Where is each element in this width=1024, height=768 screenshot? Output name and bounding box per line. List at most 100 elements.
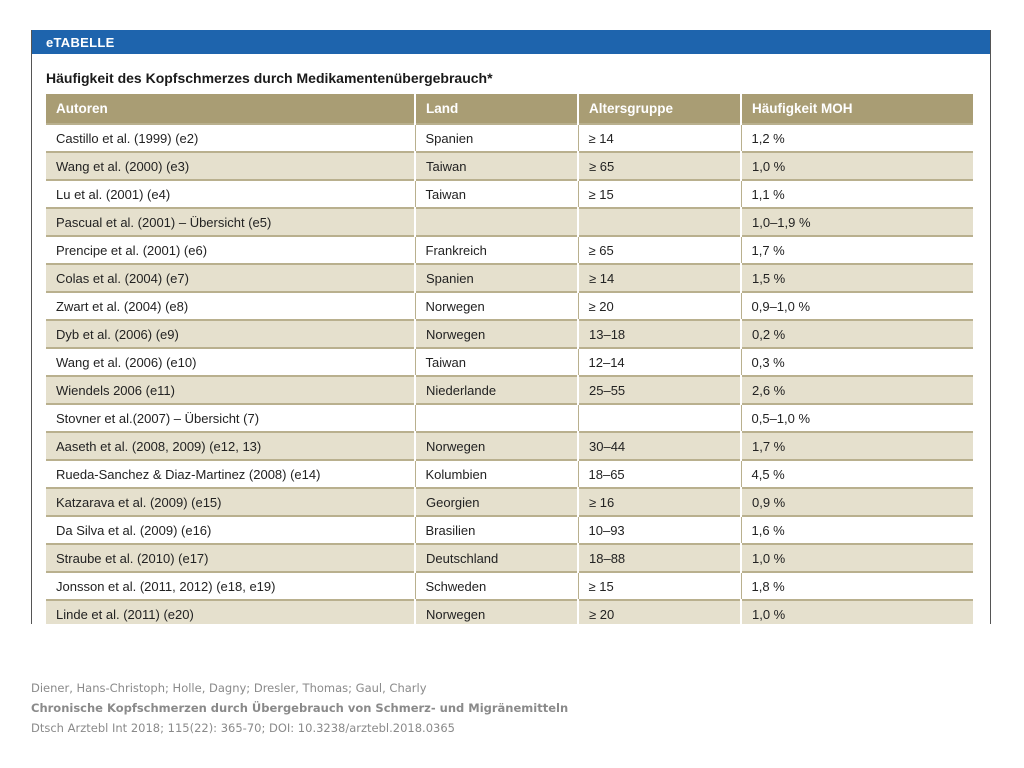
table-row: Prencipe et al. (2001) (e6) Frankreich ≥ 6… [46, 235, 973, 264]
cell-land: Brasilien [415, 515, 579, 544]
cell-altersgruppe: ≥ 16 [578, 487, 742, 516]
cell-autoren: Lu et al. (2001) (e4) [46, 179, 416, 208]
cell-autoren: Zwart et al. (2004) (e8) [46, 291, 416, 320]
table-row: Dyb et al. (2006) (e9) Norwegen 13–18 0,2 % [46, 319, 973, 348]
cell-land: Schweden [415, 571, 579, 600]
cell-altersgruppe: 30–44 [578, 431, 742, 460]
cell-altersgruppe: ≥ 65 [578, 151, 742, 180]
cell-haeufigkeit: 1,0 % [741, 151, 973, 180]
cell-altersgruppe: ≥ 15 [578, 179, 742, 208]
cell-haeufigkeit: 1,7 % [741, 235, 973, 264]
etabelle-banner: eTABELLE [32, 30, 990, 54]
cell-land: Norwegen [415, 431, 579, 460]
table-row: Castillo et al. (1999) (e2) Spanien ≥ 14 1,… [46, 123, 973, 152]
cell-haeufigkeit: 0,9–1,0 % [741, 291, 973, 320]
cell-altersgruppe: 10–93 [578, 515, 742, 544]
table-row: Da Silva et al. (2009) (e16) Brasilien 10–… [46, 515, 973, 544]
table-row: Pascual et al. (2001) – Übersicht (e5) 1,… [46, 207, 973, 236]
cell-haeufigkeit: 1,1 % [741, 179, 973, 208]
cell-land: Taiwan [415, 179, 579, 208]
cell-haeufigkeit: 1,0–1,9 % [741, 207, 973, 236]
cell-autoren: Wang et al. (2000) (e3) [46, 151, 416, 180]
cell-haeufigkeit: 1,2 % [741, 123, 973, 152]
citation-block: Diener, Hans-Christoph; Holle, Dagny; Dr… [31, 678, 568, 738]
cell-land: Norwegen [415, 599, 579, 624]
column-header-haeufigkeit: Häufigkeit MOH [741, 94, 973, 124]
cell-haeufigkeit: 4,5 % [741, 459, 973, 488]
cell-land: Deutschland [415, 543, 579, 572]
cell-land: Spanien [415, 263, 579, 292]
cell-autoren: Prencipe et al. (2001) (e6) [46, 235, 416, 264]
cell-altersgruppe: 18–88 [578, 543, 742, 572]
cell-haeufigkeit: 0,9 % [741, 487, 973, 516]
cell-haeufigkeit: 1,0 % [741, 599, 973, 624]
cell-land: Kolumbien [415, 459, 579, 488]
citation-source: Dtsch Arztebl Int 2018; 115(22): 365-70;… [31, 721, 455, 735]
column-header-altersgruppe: Altersgruppe [578, 94, 742, 124]
cell-haeufigkeit: 0,3 % [741, 347, 973, 376]
cell-land: Taiwan [415, 151, 579, 180]
cell-altersgruppe: 12–14 [578, 347, 742, 376]
cell-land: Spanien [415, 123, 579, 152]
cell-altersgruppe: ≥ 14 [578, 123, 742, 152]
cell-altersgruppe: 25–55 [578, 375, 742, 404]
column-header-autoren: Autoren [46, 94, 416, 124]
cell-altersgruppe [578, 207, 742, 236]
cell-land: Frankreich [415, 235, 579, 264]
table-row: Straube et al. (2010) (e17) Deutschland 18… [46, 543, 973, 572]
cell-altersgruppe: ≥ 14 [578, 263, 742, 292]
cell-autoren: Wang et al. (2006) (e10) [46, 347, 416, 376]
cell-autoren: Rueda-Sanchez & Diaz-Martinez (2008) (e1… [46, 459, 416, 488]
column-header-land: Land [415, 94, 579, 124]
cell-land: Norwegen [415, 291, 579, 320]
cell-autoren: Aaseth et al. (2008, 2009) (e12, 13) [46, 431, 416, 460]
citation-title: Chronische Kopfschmerzen durch Übergebra… [31, 701, 569, 715]
cell-altersgruppe [578, 403, 742, 432]
table-row: Colas et al. (2004) (e7) Spanien ≥ 14 1,5 % [46, 263, 973, 292]
cell-autoren: Wiendels 2006 (e11) [46, 375, 416, 404]
cell-land: Norwegen [415, 319, 579, 348]
cell-land: Niederlande [415, 375, 579, 404]
moh-frequency-table: Autoren Land Altersgruppe Häufigkeit MOH… [46, 94, 973, 624]
cell-haeufigkeit: 0,5–1,0 % [741, 403, 973, 432]
table-row: Linde et al. (2011) (e20) Norwegen ≥ 20 1,0… [46, 599, 973, 624]
cell-autoren: Stovner et al.(2007) – Übersicht (7) [46, 403, 416, 432]
cell-haeufigkeit: 1,5 % [741, 263, 973, 292]
cell-land: Georgien [415, 487, 579, 516]
cell-altersgruppe: 13–18 [578, 319, 742, 348]
cell-altersgruppe: ≥ 65 [578, 235, 742, 264]
cell-autoren: Castillo et al. (1999) (e2) [46, 123, 416, 152]
cell-land [415, 403, 579, 432]
table-row: Katzarava et al. (2009) (e15) Georgien ≥ 1… [46, 487, 973, 516]
cell-haeufigkeit: 1,0 % [741, 543, 973, 572]
cell-haeufigkeit: 2,6 % [741, 375, 973, 404]
cell-autoren: Dyb et al. (2006) (e9) [46, 319, 416, 348]
cell-autoren: Colas et al. (2004) (e7) [46, 263, 416, 292]
table-row: Wang et al. (2000) (e3) Taiwan ≥ 65 1,0 % [46, 151, 973, 180]
etabelle-panel: eTABELLE Häufigkeit des Kopfschmerzes du… [31, 30, 991, 624]
cell-autoren: Da Silva et al. (2009) (e16) [46, 515, 416, 544]
table-header-row: Autoren Land Altersgruppe Häufigkeit MOH [46, 94, 973, 124]
cell-altersgruppe: 18–65 [578, 459, 742, 488]
cell-autoren: Katzarava et al. (2009) (e15) [46, 487, 416, 516]
table-row: Wang et al. (2006) (e10) Taiwan 12–14 0,3 % [46, 347, 973, 376]
cell-altersgruppe: ≥ 15 [578, 571, 742, 600]
cell-altersgruppe: ≥ 20 [578, 599, 742, 624]
table-row: Zwart et al. (2004) (e8) Norwegen ≥ 20 0,9–… [46, 291, 973, 320]
cell-autoren: Jonsson et al. (2011, 2012) (e18, e19) [46, 571, 416, 600]
table-row: Wiendels 2006 (e11) Niederlande 25–55 2,6 % [46, 375, 973, 404]
cell-altersgruppe: ≥ 20 [578, 291, 742, 320]
cell-haeufigkeit: 1,7 % [741, 431, 973, 460]
cell-haeufigkeit: 1,8 % [741, 571, 973, 600]
cell-haeufigkeit: 0,2 % [741, 319, 973, 348]
table-row: Stovner et al.(2007) – Übersicht (7) 0,5–… [46, 403, 973, 432]
table-row: Jonsson et al. (2011, 2012) (e18, e19) Sc… [46, 571, 973, 600]
cell-autoren: Pascual et al. (2001) – Übersicht (e5) [46, 207, 416, 236]
cell-autoren: Straube et al. (2010) (e17) [46, 543, 416, 572]
citation-authors: Diener, Hans-Christoph; Holle, Dagny; Dr… [31, 681, 427, 695]
cell-land [415, 207, 579, 236]
table-row: Rueda-Sanchez & Diaz-Martinez (2008) (e1… [46, 459, 973, 488]
cell-autoren: Linde et al. (2011) (e20) [46, 599, 416, 624]
table-row: Lu et al. (2001) (e4) Taiwan ≥ 15 1,1 % [46, 179, 973, 208]
cell-land: Taiwan [415, 347, 579, 376]
